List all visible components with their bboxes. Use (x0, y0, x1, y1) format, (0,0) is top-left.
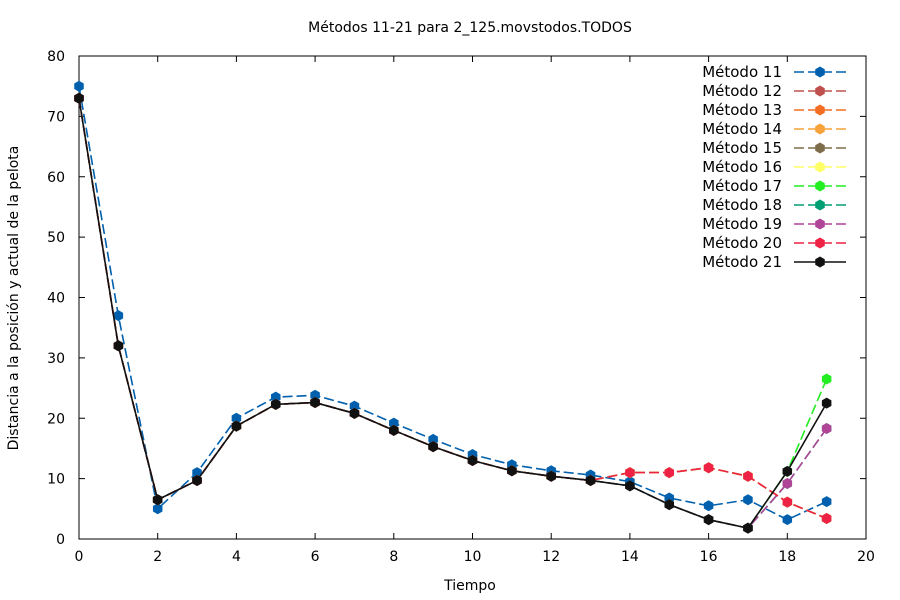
data-point (113, 340, 124, 352)
data-point (821, 496, 832, 508)
legend-label: Método 15 (702, 139, 782, 157)
legend-marker (815, 161, 825, 173)
data-point (428, 441, 438, 453)
data-point (782, 465, 793, 477)
data-point (625, 467, 635, 479)
data-point (270, 391, 281, 403)
data-point (507, 465, 517, 477)
legend-marker (815, 142, 825, 154)
data-point (349, 407, 360, 419)
legend-label: Método 21 (702, 253, 782, 271)
data-point (743, 470, 753, 482)
y-axis-label: Distancia a la posición y actual de la p… (6, 146, 22, 451)
data-point (428, 433, 438, 445)
data-point (546, 470, 556, 482)
series-21 (74, 92, 832, 534)
data-point (192, 474, 202, 486)
data-point (743, 494, 753, 506)
data-point (821, 397, 832, 409)
y-tick-label: 30 (47, 351, 65, 367)
x-tick-label: 2 (153, 549, 162, 565)
data-point (152, 503, 163, 515)
data-point (310, 389, 320, 401)
data-point (664, 499, 675, 511)
legend-label: Método 18 (702, 196, 782, 214)
legend-label: Método 13 (702, 101, 782, 119)
legend-label: Método 19 (702, 215, 782, 233)
legend-label: Método 12 (702, 82, 782, 100)
data-point (703, 514, 714, 526)
y-tick-label: 20 (47, 411, 65, 427)
x-tick-label: 14 (621, 549, 639, 565)
legend-marker (815, 123, 825, 135)
plot-area: 0 2 4 6 8 10 12 14 16 18 20 0 10 20 30 40 50 60 70 80 (47, 49, 875, 565)
legend-marker (815, 85, 825, 97)
y-tick-label: 70 (47, 109, 65, 125)
series-line (78, 98, 828, 529)
x-tick-label: 16 (700, 549, 718, 565)
data-point (231, 412, 242, 424)
data-point (310, 397, 320, 409)
y-tick-label: 50 (47, 230, 65, 246)
data-point (389, 424, 399, 436)
data-point (821, 373, 832, 385)
legend-label: Método 14 (702, 120, 782, 138)
legend-label: Método 20 (702, 234, 782, 252)
x-axis-label: Tiempo (443, 578, 496, 594)
data-point (743, 522, 753, 534)
data-point (782, 496, 793, 508)
data-point (703, 462, 714, 474)
legend-marker (815, 256, 825, 268)
data-point (467, 455, 478, 467)
data-point (231, 420, 242, 432)
data-point (349, 400, 360, 412)
x-tick-label: 18 (778, 549, 796, 565)
y-tick-label: 0 (56, 532, 65, 548)
data-point (782, 477, 793, 489)
data-point (74, 80, 84, 92)
data-point (74, 92, 84, 104)
legend-marker (815, 237, 825, 249)
chart-title: Métodos 11-21 para 2_125.movstodos.TODOS (308, 20, 632, 36)
data-point (585, 474, 596, 486)
x-tick-label: 0 (75, 549, 84, 565)
data-point (664, 467, 675, 479)
x-tick-label: 12 (542, 549, 560, 565)
data-point (389, 417, 399, 429)
data-point (821, 512, 832, 524)
y-tick-label: 60 (47, 170, 65, 186)
legend-label: Método 16 (702, 158, 782, 176)
x-tick-label: 6 (311, 549, 320, 565)
legend-marker (815, 218, 825, 230)
data-point (821, 423, 832, 435)
legend-marker (815, 180, 825, 192)
data-point (782, 514, 793, 526)
legend-label: Método 17 (702, 177, 782, 195)
legend-marker (815, 66, 825, 78)
data-point (270, 398, 281, 410)
y-tick-label: 10 (47, 472, 65, 488)
x-tick-label: 10 (464, 549, 482, 565)
legend-marker (815, 104, 825, 116)
y-tick-label: 40 (47, 291, 65, 307)
data-point (703, 500, 714, 512)
x-tick-label: 8 (389, 549, 398, 565)
legend-label: Método 11 (702, 63, 782, 81)
data-point (625, 480, 635, 492)
x-tick-label: 4 (232, 549, 241, 565)
x-tick-label: 20 (857, 549, 875, 565)
legend-marker (815, 199, 825, 211)
data-point (113, 310, 124, 322)
data-point (192, 467, 202, 479)
y-tick-label: 80 (47, 49, 65, 65)
data-point (152, 494, 163, 506)
series-line (78, 86, 827, 521)
